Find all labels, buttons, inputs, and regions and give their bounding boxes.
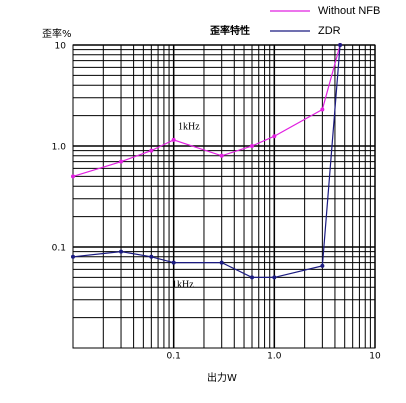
chart-title: 歪率特性	[210, 24, 250, 37]
data-point	[119, 159, 124, 164]
data-point	[219, 153, 224, 158]
legend-label: ZDR	[318, 25, 341, 37]
data-point	[171, 260, 176, 265]
y-tick-label: 10	[55, 42, 67, 52]
data-point	[219, 260, 224, 265]
annotation: 1kHz	[178, 121, 200, 132]
y-axis-label: 歪率%	[42, 27, 72, 40]
data-point	[149, 148, 154, 153]
data-point	[272, 134, 277, 139]
data-point	[338, 43, 343, 47]
data-point	[250, 275, 255, 280]
y-tick-label: 1.0	[52, 143, 67, 153]
data-point	[171, 137, 176, 142]
data-point	[272, 275, 277, 280]
y-tick-label: 0.1	[52, 244, 66, 254]
data-point	[119, 249, 124, 254]
annotation: 1kHz	[172, 279, 194, 290]
x-tick-label: 10	[369, 352, 381, 362]
data-point	[250, 144, 255, 148]
data-point	[149, 254, 154, 259]
series-line	[72, 44, 341, 177]
x-tick-label: 0.1	[167, 352, 181, 362]
data-point	[320, 263, 325, 268]
x-axis-label: 出力W	[207, 371, 237, 384]
data-point	[71, 174, 75, 179]
data-point	[320, 107, 325, 112]
data-point	[71, 254, 75, 259]
legend-label: Without NFB	[318, 5, 380, 17]
plot-frame	[72, 44, 376, 349]
x-tick-label: 1.0	[267, 352, 282, 362]
